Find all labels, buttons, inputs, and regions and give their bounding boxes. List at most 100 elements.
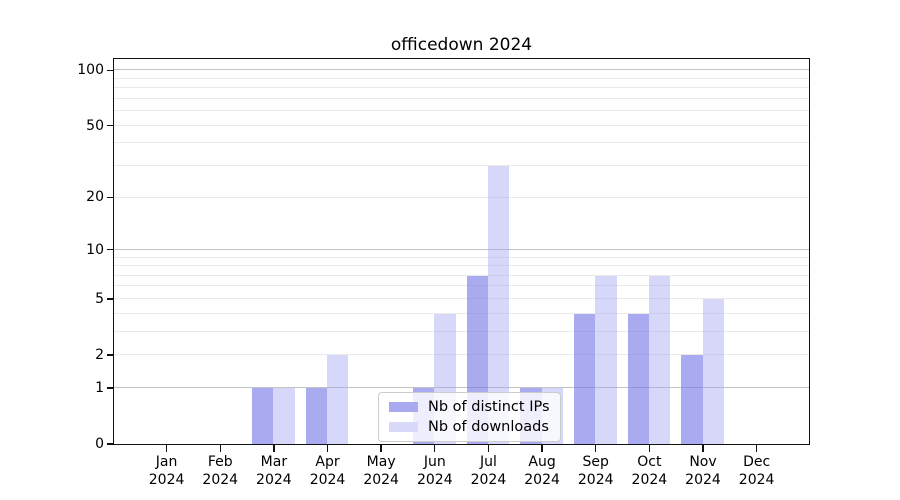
x-tick-month: Jul xyxy=(479,454,497,470)
x-tick-year: 2024 xyxy=(524,471,560,488)
x-tick-label: Oct 2024 xyxy=(617,454,681,489)
bar-distinct-ips xyxy=(627,314,649,445)
x-tick-mark xyxy=(541,444,543,452)
minor-gridline xyxy=(113,285,810,287)
x-tick-year: 2024 xyxy=(470,471,507,488)
x-tick-mark xyxy=(755,444,758,452)
x-tick-month: Jun xyxy=(423,454,446,470)
y-tick-mark xyxy=(107,443,114,445)
minor-gridline xyxy=(113,354,810,356)
bar-downloads xyxy=(273,388,295,445)
x-tick-year: 2024 xyxy=(577,471,614,488)
legend-swatch xyxy=(389,422,418,432)
bar-downloads xyxy=(648,275,671,445)
x-tick-year: 2024 xyxy=(685,471,721,488)
x-tick-mark xyxy=(219,444,221,452)
legend-item: Nb of distinct IPs xyxy=(389,399,550,415)
y-tick-label: 2 xyxy=(95,347,104,364)
x-tick-mark xyxy=(702,444,704,452)
minor-gridline xyxy=(113,297,810,299)
bar-distinct-ips xyxy=(681,355,703,445)
x-tick-label: Apr 2024 xyxy=(296,454,360,489)
x-tick-label: Nov 2024 xyxy=(671,454,735,489)
y-tick-label: 100 xyxy=(77,62,104,79)
x-tick-month: May xyxy=(366,454,396,470)
x-tick-mark xyxy=(648,444,651,452)
minor-gridline xyxy=(113,265,810,267)
x-tick-month: Apr xyxy=(315,454,340,470)
x-tick-mark xyxy=(487,444,490,452)
y-tick-mark xyxy=(107,249,114,251)
y-tick-label: 0 xyxy=(95,436,104,452)
x-tick-year: 2024 xyxy=(309,471,346,488)
minor-gridline xyxy=(113,142,810,144)
bar-downloads xyxy=(327,355,349,445)
y-tick-label: 50 xyxy=(86,117,104,134)
x-tick-label: Dec 2024 xyxy=(725,454,789,489)
major-gridline xyxy=(113,69,810,71)
minor-gridline xyxy=(113,87,810,89)
legend-label: Nb of downloads xyxy=(428,419,549,435)
minor-gridline xyxy=(113,110,810,112)
minor-gridline xyxy=(113,77,810,79)
legend-swatch xyxy=(389,402,418,412)
x-tick-month: Aug xyxy=(528,454,556,470)
minor-gridline xyxy=(113,274,810,276)
x-tick-label: Feb 2024 xyxy=(188,454,252,489)
y-tick-mark xyxy=(107,69,114,71)
x-tick-month: Oct xyxy=(637,454,662,470)
x-tick-month: Mar xyxy=(260,454,288,470)
bar-downloads xyxy=(702,299,724,445)
y-tick-mark xyxy=(107,124,114,127)
x-tick-label: Jul 2024 xyxy=(456,454,520,489)
x-tick-month: Feb xyxy=(207,454,233,470)
x-tick-year: 2024 xyxy=(631,471,668,488)
plot-area xyxy=(112,57,811,446)
x-tick-mark xyxy=(273,444,275,452)
x-tick-year: 2024 xyxy=(256,471,292,488)
y-tick-mark xyxy=(107,354,114,356)
minor-gridline xyxy=(113,164,810,166)
x-tick-year: 2024 xyxy=(202,471,239,488)
x-tick-month: Dec xyxy=(743,454,771,470)
legend-label: Nb of distinct IPs xyxy=(428,399,550,415)
y-tick-mark xyxy=(107,196,114,199)
y-tick-label: 5 xyxy=(95,290,104,307)
x-tick-label: Jun 2024 xyxy=(403,454,467,489)
x-tick-year: 2024 xyxy=(416,471,453,488)
x-tick-month: Nov xyxy=(689,454,717,470)
major-gridline xyxy=(113,248,810,250)
y-tick-label: 20 xyxy=(86,189,104,206)
y-tick-label: 1 xyxy=(95,379,104,396)
x-tick-mark xyxy=(434,444,436,452)
x-tick-year: 2024 xyxy=(738,471,775,488)
y-tick-label: 10 xyxy=(86,241,104,258)
bar-downloads xyxy=(488,166,510,445)
chart-title: officedown 2024 xyxy=(390,35,533,55)
bar-distinct-ips xyxy=(574,314,596,445)
x-tick-mark xyxy=(326,444,329,452)
bar-downloads xyxy=(595,275,617,445)
legend-item: Nb of downloads xyxy=(389,419,550,435)
bar-distinct-ips xyxy=(252,388,274,445)
minor-gridline xyxy=(113,312,810,314)
x-tick-mark xyxy=(380,444,382,452)
y-tick-mark xyxy=(107,387,114,389)
x-tick-label: Sep 2024 xyxy=(564,454,628,489)
x-tick-label: Aug 2024 xyxy=(510,454,574,489)
major-gridline xyxy=(113,386,810,388)
minor-gridline xyxy=(113,97,810,99)
x-tick-label: Jan 2024 xyxy=(135,454,199,489)
legend: Nb of distinct IPs Nb of downloads xyxy=(378,392,561,442)
bar-distinct-ips xyxy=(305,388,328,445)
x-tick-label: May 2024 xyxy=(349,454,413,489)
x-tick-year: 2024 xyxy=(148,471,185,488)
minor-gridline xyxy=(113,256,810,258)
x-tick-mark xyxy=(165,444,168,452)
minor-gridline xyxy=(113,330,810,332)
y-tick-mark xyxy=(107,298,114,300)
minor-gridline xyxy=(113,196,810,198)
x-tick-year: 2024 xyxy=(363,471,399,488)
minor-gridline xyxy=(113,124,810,126)
